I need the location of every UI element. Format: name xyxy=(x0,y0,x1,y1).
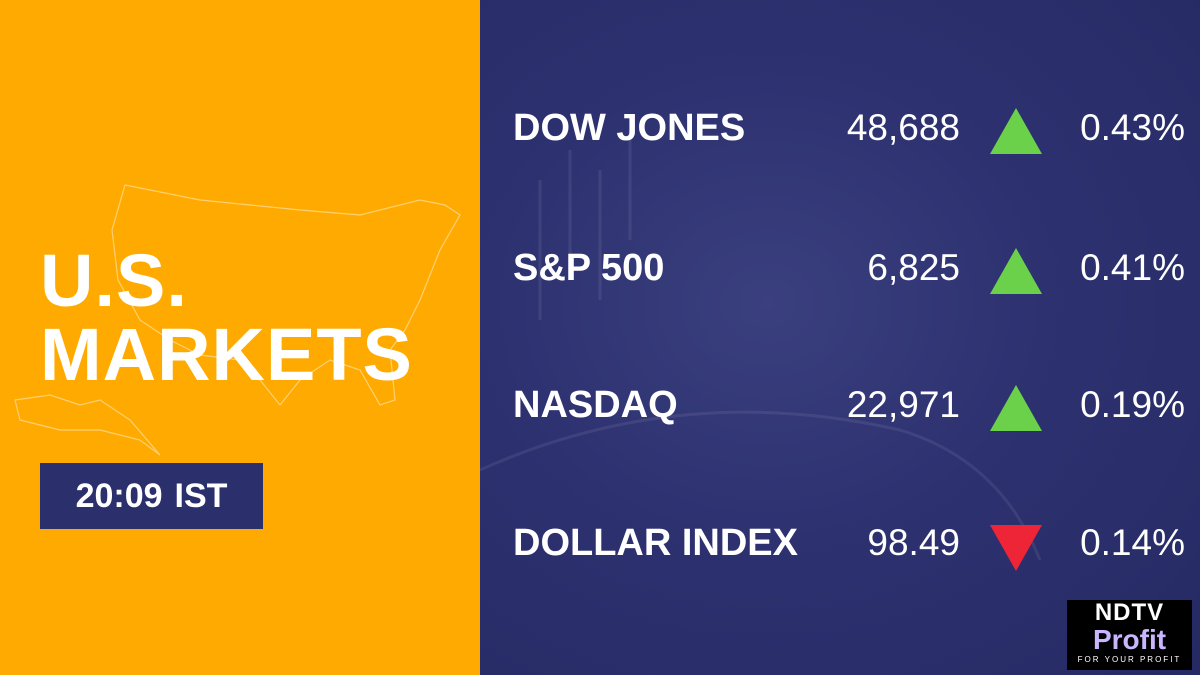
logo-brand: NDTV xyxy=(1094,599,1165,626)
index-name: S&P 500 xyxy=(513,247,665,289)
logo-product: Profit xyxy=(1092,624,1167,655)
title-line: U.S. xyxy=(40,239,188,322)
up-triangle xyxy=(990,108,1042,154)
direction-arrow xyxy=(990,385,1042,431)
title-line: MARKETS xyxy=(40,313,413,396)
time-zone: IST xyxy=(174,476,228,515)
logo-tagline: FOR YOUR PROFIT xyxy=(1077,655,1182,664)
market-row: DOW JONES 48,688 0.43% xyxy=(480,98,1200,158)
left-panel: U.S. MARKETS 20:09 IST xyxy=(0,0,480,675)
index-name: NASDAQ xyxy=(513,384,678,426)
market-row: DOLLAR INDEX 98.49 0.14% xyxy=(480,513,1200,573)
index-value: 22,971 xyxy=(846,384,960,425)
logo: NDTV Profit FOR YOUR PROFIT xyxy=(1067,600,1192,670)
up-triangle xyxy=(990,248,1042,294)
up-triangle xyxy=(990,385,1042,431)
direction-arrow xyxy=(990,108,1042,154)
index-value: 6,825 xyxy=(867,247,960,288)
index-change: 0.19% xyxy=(1080,384,1185,425)
direction-arrow xyxy=(990,525,1042,571)
time: 20:09 xyxy=(75,476,163,515)
index-name: DOW JONES xyxy=(513,107,746,149)
direction-arrow xyxy=(990,248,1042,294)
map-outline xyxy=(14,184,461,456)
index-change: 0.14% xyxy=(1080,522,1185,563)
index-name: DOLLAR INDEX xyxy=(513,522,798,564)
market-row: S&P 500 6,825 0.41% xyxy=(480,238,1200,298)
background-decoration xyxy=(480,130,1042,561)
time-box: 20:09 IST xyxy=(40,463,263,529)
down-triangle xyxy=(990,525,1042,571)
index-change: 0.43% xyxy=(1080,107,1185,148)
index-value: 98.49 xyxy=(867,522,960,563)
market-row: NASDAQ 22,971 0.19% xyxy=(480,375,1200,435)
index-value: 48,688 xyxy=(846,107,960,148)
index-change: 0.41% xyxy=(1080,247,1185,288)
right-panel: DOW JONES 48,688 0.43% S&P 500 6,825 0.41% NAS… xyxy=(480,0,1200,675)
